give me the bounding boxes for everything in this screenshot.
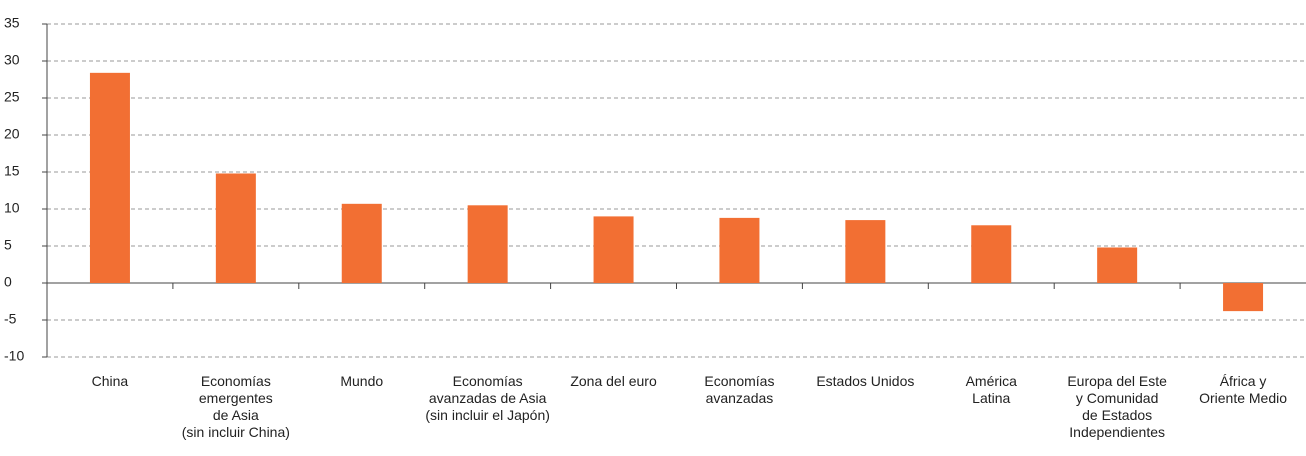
bar [215, 173, 256, 283]
y-tick-label: 5 [4, 237, 12, 253]
bar [845, 220, 886, 283]
bar [467, 205, 508, 283]
x-tick-label: Economías avanzadas de Asia (sin incluir e… [425, 373, 550, 423]
x-tick-label: Europa del Este y Comunidad de Estados Inde… [1067, 373, 1167, 440]
y-tick-label: 25 [4, 89, 20, 105]
bar [341, 203, 382, 283]
y-tick-label: 0 [4, 274, 12, 290]
y-tick-label: 15 [4, 163, 20, 179]
x-tick-label: Estados Unidos [816, 373, 914, 389]
bar [971, 225, 1012, 283]
x-tick-label: Economías emergentes de Asia (sin incluir C… [182, 373, 290, 440]
y-tick-label: 20 [4, 126, 20, 142]
x-tick-label: China [92, 373, 129, 389]
x-tick-label: Mundo [340, 373, 383, 389]
x-tick-label: Economías avanzadas [704, 373, 774, 406]
y-tick-label: 10 [4, 200, 20, 216]
bar [1223, 283, 1264, 312]
bar [1097, 247, 1138, 283]
bar [89, 72, 130, 283]
y-tick-label: -5 [4, 311, 17, 327]
y-tick-label: 30 [4, 52, 20, 68]
bar [719, 217, 760, 283]
x-tick-label: África y Oriente Medio [1199, 373, 1287, 406]
bar [593, 216, 634, 283]
x-tick-label: América Latina [966, 373, 1018, 406]
y-tick-label: 35 [4, 15, 20, 31]
x-tick-label: Zona del euro [570, 373, 657, 389]
y-tick-label: -10 [4, 348, 24, 364]
